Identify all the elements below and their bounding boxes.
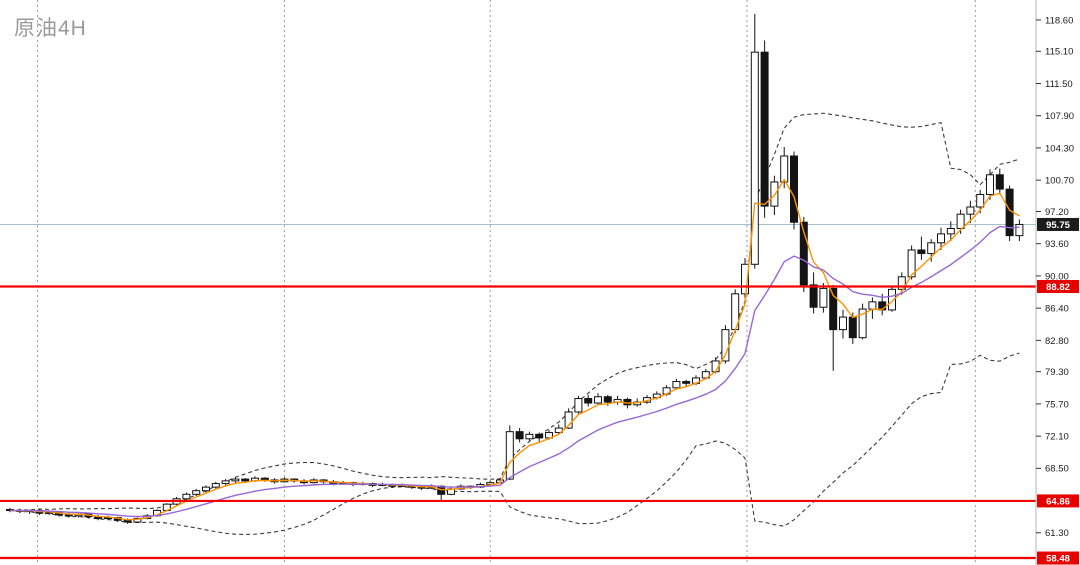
candle-body (868, 301, 877, 310)
y-axis-label: 82.80 (1045, 336, 1069, 347)
candle-body (888, 288, 896, 311)
candle-body (672, 381, 681, 389)
candle-body (750, 51, 759, 265)
price-tag-level: 88.82 (1037, 279, 1079, 293)
price-tag-level: 58.48 (1037, 551, 1079, 565)
candle-body (1015, 223, 1024, 237)
candle-body (976, 193, 985, 208)
candle-body (594, 396, 602, 404)
candle-body (682, 381, 691, 384)
candle-body (211, 483, 220, 488)
candle-body (64, 514, 73, 517)
candle-body (946, 227, 955, 235)
y-axis-label: 100.70 (1045, 176, 1074, 187)
y-axis-label: 115.10 (1045, 47, 1073, 58)
candle-body (809, 284, 818, 308)
candle-body (790, 155, 798, 223)
candle-body (535, 433, 544, 439)
ma-slow-line (9, 225, 1020, 518)
candle-body (741, 263, 749, 295)
candle-body (505, 431, 514, 480)
candle-body (848, 316, 857, 339)
candle-body (133, 517, 142, 523)
candle-body (192, 490, 201, 495)
y-axis-label: 68.50 (1045, 464, 1069, 475)
svg-text:95.75: 95.75 (1046, 220, 1070, 231)
candle-body (721, 329, 730, 362)
ma-fast-line (9, 178, 1020, 521)
candle-body (966, 206, 975, 215)
y-axis[interactable]: 118.60 115.10 111.50 107.90 104.30 100.70 97.2… (1035, 0, 1074, 565)
y-axis-label: 118.60 (1045, 15, 1073, 26)
y-axis-label: 79.30 (1045, 367, 1069, 378)
candle-body (858, 308, 867, 339)
candle-body (956, 213, 965, 229)
y-axis-label: 75.70 (1045, 399, 1069, 410)
price-tag-current: 95.75 (1037, 217, 1079, 231)
candle-body (231, 478, 240, 482)
bollinger-lower-band (9, 352, 1020, 535)
candle-body (770, 181, 779, 207)
y-axis-label: 97.20 (1045, 207, 1069, 218)
candle-body (123, 519, 132, 523)
candle-body (202, 486, 210, 492)
y-axis-label: 72.10 (1045, 432, 1069, 443)
svg-text:64.86: 64.86 (1046, 497, 1070, 508)
y-axis-label: 93.60 (1045, 239, 1069, 250)
candle-body (907, 249, 916, 278)
y-axis-label: 104.30 (1045, 143, 1074, 154)
candle-body (603, 396, 612, 403)
candle-body (995, 174, 1004, 190)
candle-body (780, 155, 789, 183)
candle-body (564, 411, 573, 429)
candle-body (829, 287, 838, 331)
candle-body (584, 398, 593, 404)
candle-body (937, 233, 945, 244)
candle-body (897, 276, 906, 290)
candle-body (819, 287, 828, 308)
candle-body (986, 174, 994, 195)
candle-body (799, 221, 808, 286)
candle-body (574, 398, 583, 413)
y-axis-label: 111.50 (1045, 79, 1073, 90)
candle-body (760, 51, 769, 207)
candle-body (917, 249, 926, 255)
candle-body (241, 478, 250, 482)
level-lines (0, 285, 1036, 560)
chart-title: 原油4H (14, 17, 87, 40)
y-axis-label: 61.30 (1045, 528, 1069, 539)
y-axis-label: 86.40 (1045, 304, 1069, 315)
candle-body (927, 242, 936, 255)
candles (6, 13, 1024, 524)
candle-body (515, 431, 524, 440)
candle-body (221, 480, 230, 485)
svg-text:88.82: 88.82 (1046, 282, 1070, 293)
candle-body (525, 433, 534, 440)
y-axis-label: 107.90 (1045, 111, 1074, 122)
candle-body (182, 493, 191, 500)
y-axis-label: 90.00 (1045, 271, 1069, 282)
price-tag-level: 64.86 (1037, 494, 1079, 508)
candle-body (839, 316, 847, 331)
svg-text:58.48: 58.48 (1046, 554, 1070, 565)
